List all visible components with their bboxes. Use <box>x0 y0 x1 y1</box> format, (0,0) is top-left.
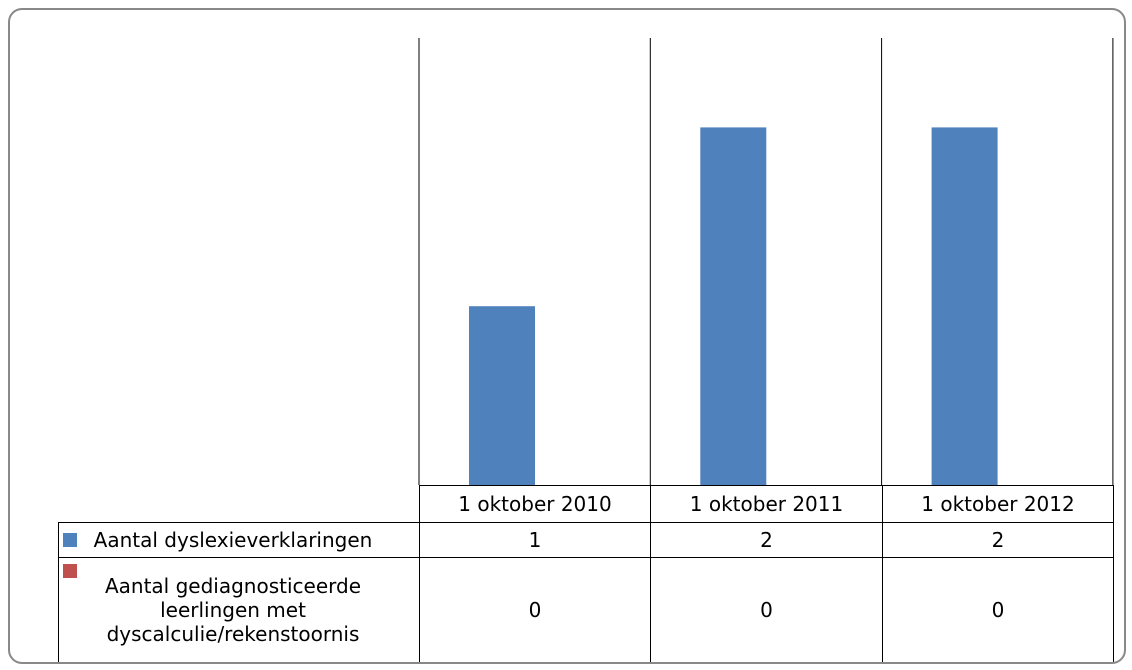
legend-label: Aantal dyslexieverklaringen <box>93 528 373 552</box>
legend-cell: Aantal gediagnosticeerde leerlingen met … <box>58 557 420 662</box>
legend-label: Aantal gediagnosticeerde leerlingen met … <box>104 574 362 646</box>
header-row: 1 oktober 2010 1 oktober 2011 1 oktober 20… <box>58 485 1114 523</box>
series-row: Aantal gediagnosticeerde leerlingen met … <box>58 557 1114 662</box>
bar <box>931 127 998 486</box>
legend-key <box>63 533 77 547</box>
category-label: 1 oktober 2011 <box>650 485 883 523</box>
table-value: 0 <box>882 557 1114 662</box>
legend-cell: Aantal dyslexieverklaringen <box>58 522 420 558</box>
table-value: 0 <box>419 557 651 662</box>
table-value: 2 <box>882 522 1114 558</box>
bar <box>469 306 535 485</box>
category-label: 1 oktober 2012 <box>882 485 1114 523</box>
table-value: 0 <box>650 557 883 662</box>
table-value: 1 <box>419 522 651 558</box>
category-label: 1 oktober 2010 <box>419 485 651 523</box>
data-table: 1 oktober 2010 1 oktober 2011 1 oktober 20… <box>58 485 1114 662</box>
chart: 1 oktober 2010 1 oktober 2011 1 oktober 20… <box>8 8 1126 664</box>
series-row: Aantal dyslexieverklaringen 1 2 2 <box>58 522 1114 558</box>
corner-cell <box>58 485 420 523</box>
legend-key <box>63 564 77 578</box>
table-value: 2 <box>650 522 883 558</box>
plot-area <box>418 38 1114 486</box>
bar <box>700 127 767 486</box>
